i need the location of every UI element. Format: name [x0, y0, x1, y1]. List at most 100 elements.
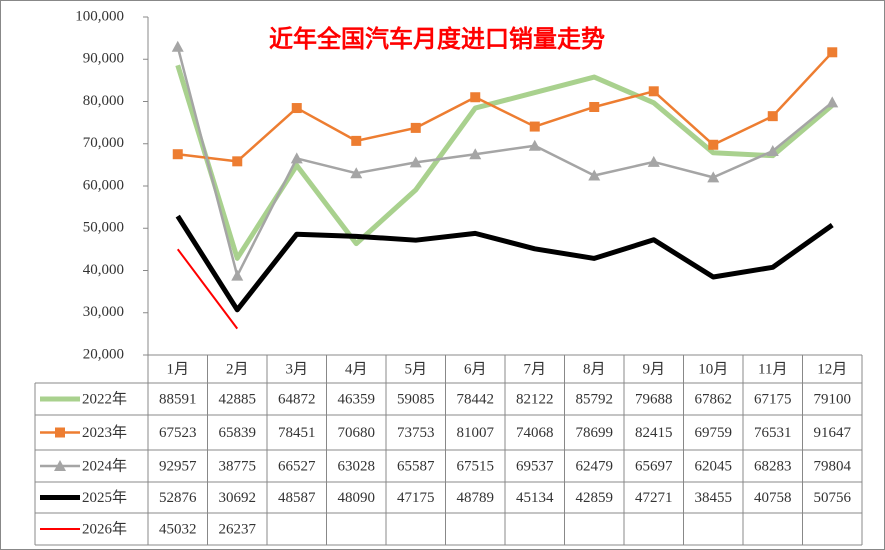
series-line [176, 248, 239, 330]
table-cell: 65839 [219, 425, 257, 441]
table-cell: 69537 [516, 458, 554, 474]
table-cell: 78451 [278, 425, 316, 441]
marker [529, 121, 540, 132]
table-cell: 92957 [159, 458, 197, 474]
table-cell: 91647 [814, 425, 852, 441]
x-tick-label: 3月 [285, 361, 308, 377]
marker [291, 103, 302, 114]
table-cell: 47271 [635, 490, 673, 506]
table-cell: 38455 [695, 490, 733, 506]
marker [54, 460, 66, 471]
y-tick-label: 80,000 [83, 93, 124, 109]
marker [171, 40, 184, 52]
marker [647, 155, 660, 167]
table-cell: 67515 [457, 458, 495, 474]
series-line [176, 46, 834, 277]
table-cell: 78699 [576, 425, 614, 441]
marker [528, 139, 541, 151]
x-tick-label: 12月 [817, 361, 847, 377]
marker [470, 92, 481, 103]
table-cell: 70680 [338, 425, 376, 441]
marker [827, 47, 838, 58]
marker [766, 145, 779, 157]
x-tick-label: 2月 [226, 361, 249, 377]
table-cell: 66527 [278, 458, 316, 474]
table-cell: 88591 [159, 391, 197, 407]
table-cell: 64872 [278, 391, 316, 407]
table-cell: 68283 [754, 458, 792, 474]
y-tick-label: 50,000 [83, 220, 124, 236]
marker [648, 86, 659, 97]
table-cell: 30692 [219, 490, 257, 506]
x-tick-label: 7月 [523, 361, 546, 377]
marker [589, 101, 600, 112]
table-cell: 46359 [338, 391, 376, 407]
x-tick-label: 4月 [345, 361, 368, 377]
chart-title: 近年全国汽车月度进口销量走势 [269, 25, 605, 53]
marker [231, 269, 244, 281]
marker [290, 152, 303, 164]
marker [707, 171, 720, 183]
table-cell: 67175 [754, 391, 792, 407]
y-tick-label: 40,000 [83, 262, 124, 278]
marker [410, 122, 421, 133]
table-cell: 74068 [516, 425, 554, 441]
marker [409, 156, 422, 168]
table-cell: 62479 [576, 458, 614, 474]
table-cell: 52876 [159, 490, 197, 506]
series-line [175, 64, 834, 261]
marker [172, 149, 183, 160]
legend-label: 2024年 [82, 457, 127, 474]
table-cell: 82415 [635, 425, 673, 441]
x-tick-label: 11月 [758, 361, 787, 377]
table-cell: 45032 [159, 521, 197, 537]
y-tick-label: 70,000 [83, 135, 124, 151]
x-tick-label: 8月 [583, 361, 606, 377]
table-cell: 40758 [754, 490, 792, 506]
y-tick-label: 60,000 [83, 177, 124, 193]
table-cell: 69759 [695, 425, 733, 441]
table-cell: 26237 [219, 521, 257, 537]
marker [708, 139, 719, 150]
legend-label: 2022年 [82, 390, 127, 407]
legend-label: 2023年 [82, 424, 127, 441]
table-cell: 78442 [457, 391, 495, 407]
marker [351, 135, 362, 146]
table-cell: 79100 [814, 391, 852, 407]
table-cell: 48789 [457, 490, 495, 506]
y-tick-label: 100,000 [75, 8, 124, 24]
x-tick-label: 10月 [698, 361, 728, 377]
marker [469, 148, 482, 160]
marker [232, 156, 243, 167]
table-cell: 65587 [397, 458, 435, 474]
table-cell: 42859 [576, 490, 614, 506]
table-cell: 48587 [278, 490, 316, 506]
x-tick-label: 9月 [642, 361, 665, 377]
table-cell: 38775 [219, 458, 257, 474]
table-cell: 62045 [695, 458, 733, 474]
y-tick-label: 90,000 [83, 51, 124, 67]
table-cell: 79804 [814, 458, 852, 474]
table-cell: 42885 [219, 391, 257, 407]
legend-label: 2026年 [82, 520, 127, 537]
marker [588, 169, 601, 181]
table-cell: 59085 [397, 391, 435, 407]
table-cell: 79688 [635, 391, 673, 407]
y-tick-label: 20,000 [83, 346, 124, 362]
table-cell: 67523 [159, 425, 197, 441]
marker [826, 96, 839, 108]
legend-label: 2025年 [82, 489, 127, 506]
table-cell: 47175 [397, 490, 435, 506]
series-line [177, 51, 834, 163]
table-cell: 76531 [754, 425, 792, 441]
table-cell: 82122 [516, 391, 554, 407]
marker [55, 427, 65, 438]
table-cell: 45134 [516, 490, 554, 506]
series-line [175, 214, 834, 313]
table-cell: 67862 [695, 391, 733, 407]
x-tick-label: 1月 [166, 361, 189, 377]
table-cell: 50756 [814, 490, 852, 506]
x-tick-label: 6月 [464, 361, 487, 377]
